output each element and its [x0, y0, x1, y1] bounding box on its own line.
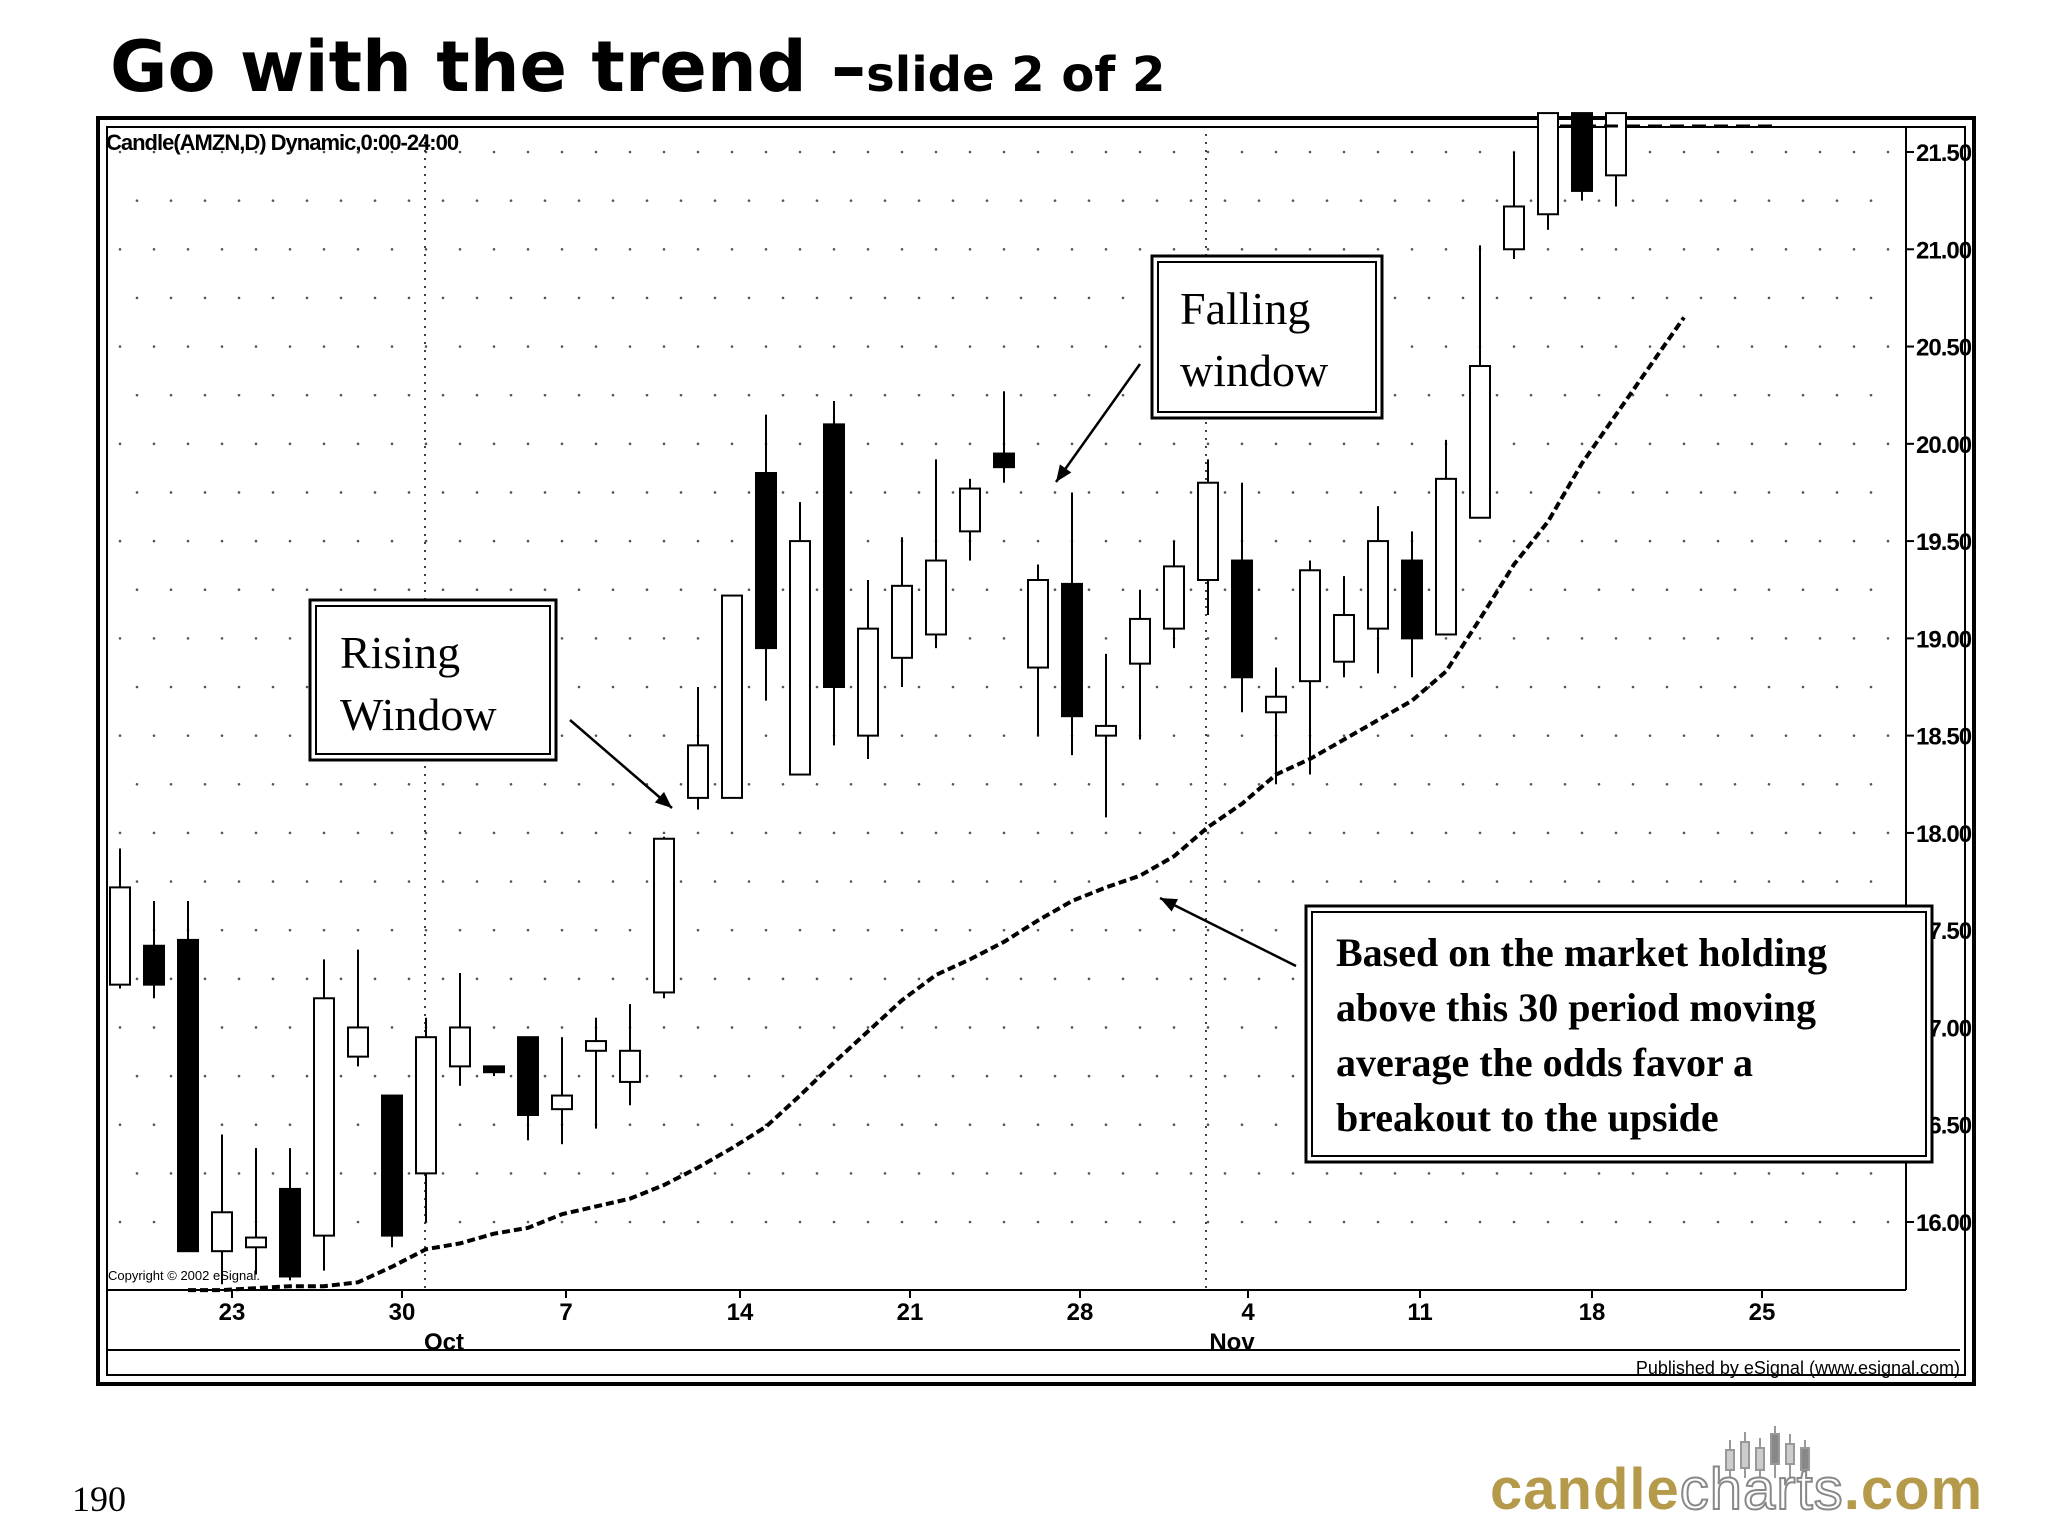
rising-window-label: Rising — [340, 627, 460, 678]
candle — [653, 836, 675, 999]
candle — [1265, 667, 1287, 785]
y-tick-label: 19.00 — [1916, 626, 1972, 653]
x-tick-label: 25 — [1749, 1299, 1776, 1326]
title-main: Go with the trend – — [110, 26, 867, 108]
candle — [1231, 482, 1253, 713]
candle — [109, 848, 131, 989]
falling-window-arrow — [1054, 363, 1142, 483]
page-number: 190 — [72, 1479, 126, 1519]
y-tick-label: 21.00 — [1916, 237, 1972, 264]
candle — [1299, 560, 1321, 775]
logo-candles-icon — [1725, 1426, 1810, 1478]
moving-average-note-line: breakout to the upside — [1336, 1095, 1719, 1140]
candle — [381, 1094, 403, 1248]
x-tick-label: 28 — [1067, 1299, 1094, 1326]
y-tick-label: 19.50 — [1916, 529, 1972, 556]
moving-average-line — [188, 316, 1686, 1293]
candle — [211, 1134, 233, 1285]
month-label: Nov — [1209, 1329, 1255, 1356]
title-subtitle: slide 2 of 2 — [866, 47, 1166, 103]
chart-copyright: Copyright © 2002 eSignal. — [108, 1268, 260, 1283]
y-tick-label: 18.50 — [1916, 724, 1972, 751]
chart-frame — [96, 116, 1976, 1386]
candle — [1367, 506, 1389, 674]
x-tick-label: 11 — [1407, 1299, 1432, 1326]
candle — [143, 901, 165, 999]
x-tick-label: 30 — [389, 1299, 416, 1326]
candle — [1027, 564, 1049, 736]
candle — [1333, 576, 1355, 678]
moving-average-arrow — [1159, 896, 1297, 968]
publisher-text: Published by eSignal (www.esignal.com) — [1636, 1358, 1960, 1378]
candle — [551, 1037, 573, 1145]
candle — [1503, 152, 1525, 260]
rising-window-arrow — [569, 719, 673, 809]
candle — [857, 580, 879, 759]
moving-average-note-line: above this 30 period moving — [1336, 985, 1816, 1030]
candle — [891, 537, 913, 688]
candle — [687, 687, 709, 810]
month-label: Oct — [424, 1329, 464, 1356]
x-tick-label: 21 — [897, 1299, 924, 1326]
y-tick-label: 20.50 — [1916, 335, 1972, 362]
y-tick-label: 20.00 — [1916, 432, 1972, 459]
candle — [1605, 112, 1627, 207]
candle — [1061, 492, 1083, 756]
candle — [1129, 589, 1151, 740]
candle — [789, 502, 811, 776]
candle — [959, 478, 981, 561]
y-tick-label: 21.50 — [1916, 140, 1972, 167]
falling-window-label: Falling — [1180, 283, 1310, 334]
candle — [1197, 459, 1219, 616]
candle — [415, 1017, 437, 1222]
candle — [755, 414, 777, 701]
logo-text-charts: charts — [1679, 1457, 1844, 1522]
rising-window-box: Rising Window — [308, 598, 558, 762]
candle — [279, 1148, 301, 1281]
candle — [993, 391, 1015, 483]
x-tick-label: 23 — [219, 1299, 246, 1326]
logo-text-candle: candle — [1490, 1457, 1680, 1522]
falling-window-box: Falling window — [1150, 254, 1384, 420]
chart-title: Candle(AMZN,D) Dynamic,0:00-24:00 — [106, 130, 459, 155]
moving-average-note-box: Based on the market holding above this 30… — [1304, 904, 1934, 1164]
candle — [1435, 439, 1457, 636]
candle — [823, 401, 845, 746]
candle — [721, 594, 743, 799]
candle — [313, 959, 335, 1271]
slide-title: Go with the trend –slide 2 of 2 — [110, 22, 1165, 120]
x-tick-label: 4 — [1241, 1299, 1255, 1326]
candle — [347, 949, 369, 1067]
moving-average-note-line: average the odds favor a — [1336, 1040, 1753, 1085]
candle — [925, 459, 947, 649]
candle — [517, 1036, 539, 1141]
candlecharts-logo: candlecharts.com — [1490, 1420, 2010, 1522]
candle — [483, 1065, 505, 1077]
candle — [585, 1017, 607, 1129]
candle — [1469, 245, 1491, 519]
rising-window-label: Window — [340, 689, 497, 740]
candle — [1095, 653, 1117, 818]
candle — [1163, 541, 1185, 649]
falling-window-label: window — [1180, 345, 1329, 396]
candle — [1537, 112, 1559, 230]
candle — [1401, 531, 1423, 678]
y-tick-label: 18.00 — [1916, 821, 1972, 848]
y-tick-label: 16.00 — [1916, 1210, 1972, 1237]
candle — [177, 901, 199, 1253]
logo-text-com: .com — [1843, 1457, 1984, 1522]
candle — [449, 972, 471, 1086]
candle — [619, 1004, 641, 1106]
x-tick-label: 14 — [727, 1299, 754, 1326]
logo-text: candlecharts.com — [1490, 1457, 1984, 1522]
x-tick-label: 18 — [1579, 1299, 1606, 1326]
chart-inner-frame — [106, 126, 1966, 1376]
x-tick-label: 7 — [559, 1299, 572, 1326]
candle — [245, 1148, 267, 1275]
candle — [1571, 112, 1593, 201]
moving-average-note-line: Based on the market holding — [1336, 930, 1827, 975]
